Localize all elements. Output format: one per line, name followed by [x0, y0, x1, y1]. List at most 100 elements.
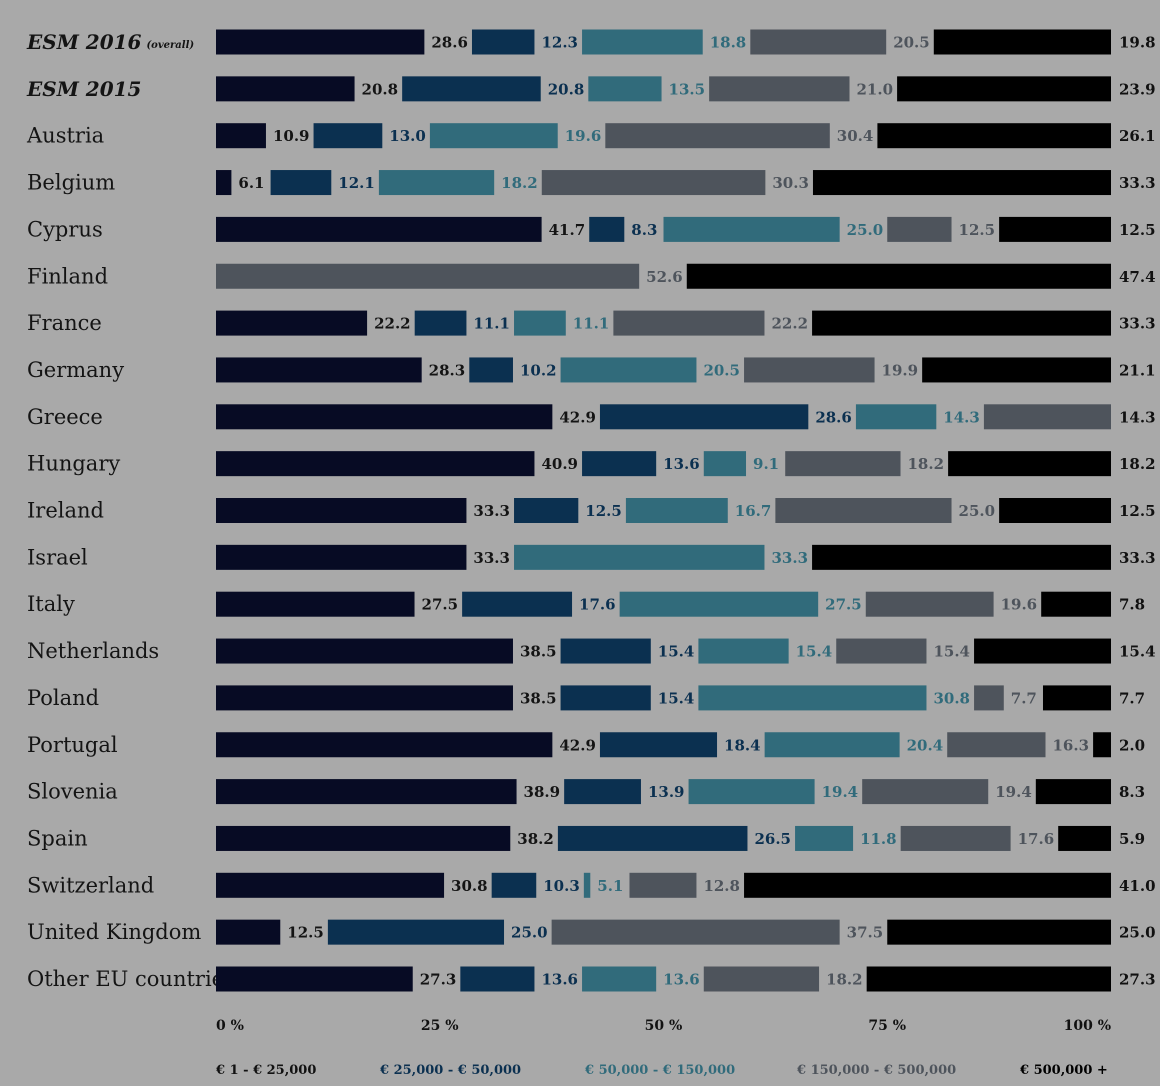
bar-esm-2015-s3	[588, 76, 662, 102]
value-label-esm-2016-s4: 20.5	[893, 34, 930, 52]
value-label-austria-s3: 19.6	[565, 127, 602, 145]
bar-germany-s3	[560, 357, 697, 383]
category-label-germany: Germany	[27, 358, 124, 382]
bar-austria-s2	[313, 123, 383, 149]
bar-finland-s5	[686, 263, 1111, 289]
bar-italy-s1	[216, 591, 415, 617]
bar-netherlands-s1	[216, 638, 513, 664]
category-label-united-kingdom: United Kingdom	[27, 920, 201, 944]
value-label-germany-s4: 19.9	[882, 361, 919, 379]
value-label-germany-s1: 28.3	[429, 361, 466, 379]
value-label-israel-s1: 33.3	[473, 549, 510, 567]
bar-spain-s1	[216, 825, 511, 851]
value-label-ireland-s5: 12.5	[1119, 502, 1156, 520]
category-label-ireland: Ireland	[27, 499, 104, 523]
value-label-esm-2015-s5: 23.9	[1119, 80, 1156, 98]
value-label-other-eu-countries-s4: 18.2	[826, 971, 863, 989]
bar-italy-s4	[865, 591, 994, 617]
bar-finland-s4	[216, 263, 640, 289]
value-label-esm-2015-s2: 20.8	[548, 80, 585, 98]
value-label-hungary-s1: 40.9	[541, 455, 578, 473]
bar-italy-s5	[1041, 591, 1111, 617]
value-label-spain-s5: 5.9	[1119, 830, 1145, 848]
bar-esm-2015-s2	[402, 76, 541, 102]
bar-poland-s1	[216, 685, 513, 711]
bar-austria-s4	[605, 123, 830, 149]
bar-esm-2015-s1	[216, 76, 355, 102]
bar-portugal-s1	[216, 732, 553, 758]
bar-hungary-s1	[216, 451, 535, 477]
category-label-slovenia: Slovenia	[27, 780, 118, 804]
bar-slovenia-s3	[688, 779, 815, 805]
value-label-italy-s2: 17.6	[579, 596, 616, 614]
bar-portugal-s4	[947, 732, 1046, 758]
bar-ireland-s3	[625, 498, 728, 523]
bar-italy-s2	[462, 591, 573, 617]
bar-austria-s1	[216, 123, 266, 149]
bar-esm-2016-s4	[750, 29, 887, 55]
value-label-poland-s3: 30.8	[933, 689, 970, 707]
value-label-austria-s1: 10.9	[273, 127, 310, 145]
value-label-poland-s2: 15.4	[658, 689, 695, 707]
value-label-switzerland-s1: 30.8	[451, 877, 488, 895]
category-label-esm-2015: ESM 2015	[26, 77, 141, 101]
bar-spain-s5	[1058, 825, 1111, 851]
category-label-israel: Israel	[27, 545, 88, 569]
bar-cyprus-s5	[999, 216, 1111, 242]
bar-hungary-s2	[582, 451, 657, 477]
value-label-esm-2015-s3: 13.5	[669, 80, 706, 98]
bar-united-kingdom-s1	[216, 919, 281, 945]
value-label-ireland-s1: 33.3	[473, 502, 510, 520]
value-label-switzerland-s2: 10.3	[543, 877, 580, 895]
value-label-cyprus-s2: 8.3	[631, 221, 657, 239]
value-label-austria-s2: 13.0	[389, 127, 426, 145]
value-label-spain-s3: 11.8	[860, 830, 897, 848]
bar-greece-s2	[599, 404, 809, 430]
value-label-greece-s1: 42.9	[559, 408, 596, 426]
value-label-italy-s3: 27.5	[825, 596, 862, 614]
bar-united-kingdom-s4	[551, 919, 840, 945]
value-label-netherlands-s3: 15.4	[796, 643, 833, 661]
bar-greece-s3	[855, 404, 937, 430]
value-label-esm-2016-s1: 28.6	[431, 34, 468, 52]
value-label-netherlands-s5: 15.4	[1119, 643, 1156, 661]
bar-netherlands-s5	[974, 638, 1111, 664]
bar-poland-s5	[1042, 685, 1111, 711]
x-tick-100: 100 %	[1064, 1018, 1111, 1034]
bar-portugal-s2	[599, 732, 718, 758]
bar-cyprus-s1	[216, 216, 542, 242]
value-label-belgium-s1: 6.1	[238, 174, 264, 192]
value-label-slovenia-s2: 13.9	[648, 783, 685, 801]
value-label-other-eu-countries-s2: 13.6	[541, 971, 578, 989]
value-label-belgium-s5: 33.3	[1119, 174, 1156, 192]
bar-switzerland-s5	[744, 872, 1111, 898]
bar-israel-s5	[812, 544, 1111, 570]
bar-belgium-s3	[378, 170, 495, 196]
value-label-other-eu-countries-s5: 27.3	[1119, 971, 1156, 989]
category-label-austria: Austria	[26, 124, 104, 148]
value-label-switzerland-s3: 5.1	[597, 877, 623, 895]
value-label-greece-s3: 14.3	[943, 408, 980, 426]
value-label-netherlands-s2: 15.4	[658, 643, 695, 661]
value-label-france-s2: 11.1	[473, 315, 510, 333]
bar-netherlands-s3	[698, 638, 789, 664]
value-label-finland-s4: 52.6	[646, 268, 683, 286]
legend-item-2: € 25,000 - € 50,000	[379, 1063, 521, 1078]
bar-esm-2016-s2	[471, 29, 535, 55]
category-label-italy: Italy	[27, 592, 75, 616]
bar-hungary-s3	[703, 451, 747, 477]
bar-israel-s3	[514, 544, 765, 570]
bar-esm-2016-s3	[582, 29, 703, 55]
value-label-france-s3: 11.1	[573, 315, 610, 333]
value-label-ireland-s3: 16.7	[735, 502, 772, 520]
value-label-hungary-s5: 18.2	[1119, 455, 1156, 473]
bar-france-s1	[216, 310, 368, 336]
category-label-hungary: Hungary	[27, 452, 120, 476]
bar-germany-s2	[469, 357, 513, 383]
value-label-ireland-s2: 12.5	[585, 502, 622, 520]
bar-switzerland-s3	[583, 872, 591, 898]
bar-other-eu-countries-s1	[216, 966, 413, 992]
value-label-greece-s2: 28.6	[815, 408, 852, 426]
value-label-israel-s5: 33.3	[1119, 549, 1156, 567]
